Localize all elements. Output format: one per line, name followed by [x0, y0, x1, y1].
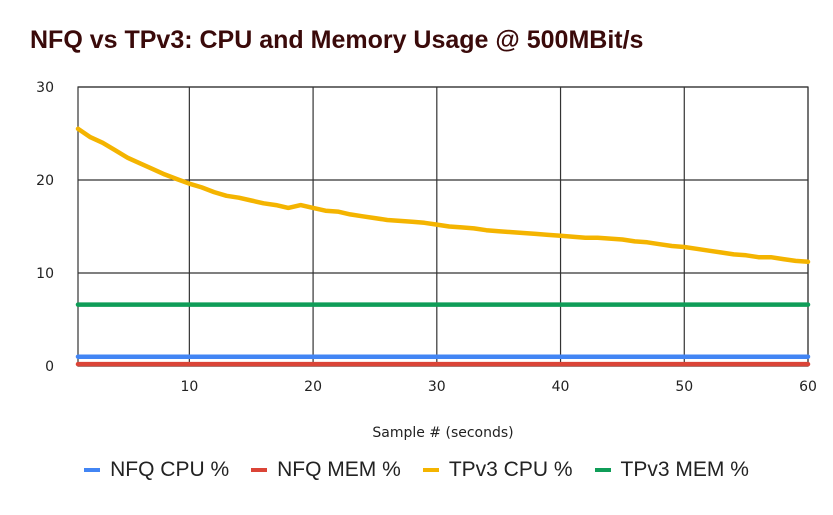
legend-swatch	[251, 468, 268, 472]
series-lines	[75, 126, 811, 367]
legend-label: NFQ MEM %	[277, 458, 401, 481]
y-tick-label: 10	[36, 266, 54, 282]
legend-item: TPv3 CPU %	[422, 458, 573, 482]
x-tick-label: 50	[675, 379, 693, 395]
y-tick-label: 20	[36, 173, 54, 189]
x-axis-label: Sample # (seconds)	[372, 425, 513, 441]
x-tick-label: 30	[428, 379, 446, 395]
legend-swatch	[594, 468, 611, 472]
chart-title: NFQ vs TPv3: CPU and Memory Usage @ 500M…	[30, 26, 644, 54]
y-tick-label: 30	[36, 80, 54, 96]
x-tick-label: 60	[799, 379, 817, 395]
y-tick-label: 0	[45, 359, 54, 375]
series-line-tpv3-cpu	[75, 126, 811, 265]
legend-swatch	[84, 468, 101, 472]
legend-swatch	[422, 468, 439, 472]
legend-item: NFQ MEM %	[251, 458, 401, 482]
legend-item: NFQ CPU %	[84, 458, 229, 482]
legend-label: TPv3 CPU %	[448, 458, 573, 481]
legend-label: TPv3 MEM %	[620, 458, 749, 481]
x-tick-label: 40	[552, 379, 570, 395]
x-tick-label: 20	[304, 379, 322, 395]
legend: NFQ CPU % NFQ MEM % TPv3 CPU % TPv3 MEM %	[0, 458, 833, 482]
axis-ticks: 0 10 20 30 10 20 30 40 50 60	[36, 80, 817, 395]
x-tick-label: 10	[180, 379, 198, 395]
legend-label: NFQ CPU %	[110, 458, 230, 481]
legend-item: TPv3 MEM %	[594, 458, 749, 482]
